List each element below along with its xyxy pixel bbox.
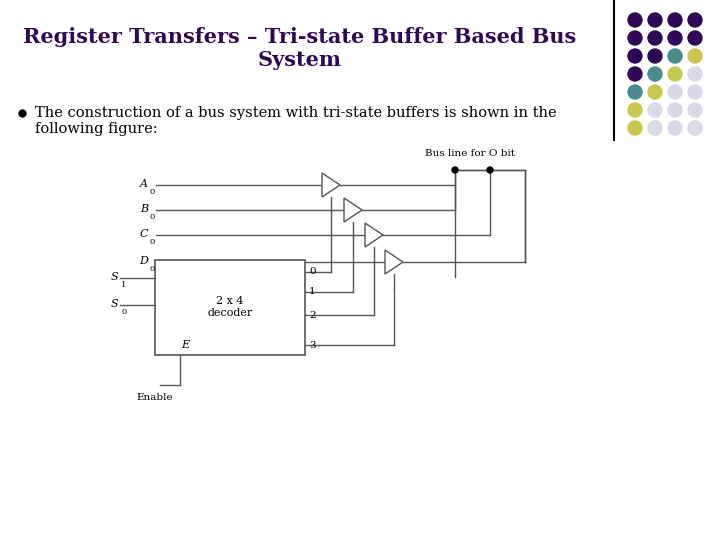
- Circle shape: [688, 85, 702, 99]
- Circle shape: [648, 103, 662, 117]
- Text: Register Transfers – Tri-state Buffer Based Bus: Register Transfers – Tri-state Buffer Ba…: [23, 27, 577, 47]
- Text: 0: 0: [149, 238, 154, 246]
- Circle shape: [668, 31, 682, 45]
- Circle shape: [688, 31, 702, 45]
- Circle shape: [668, 121, 682, 135]
- Circle shape: [688, 67, 702, 81]
- Bar: [155, 260, 305, 355]
- Text: E: E: [181, 340, 189, 350]
- Circle shape: [668, 49, 682, 63]
- Text: 0: 0: [309, 267, 315, 276]
- Circle shape: [668, 13, 682, 27]
- Circle shape: [628, 31, 642, 45]
- Text: The construction of a bus system with tri-state buffers is shown in the: The construction of a bus system with tr…: [35, 106, 557, 120]
- Circle shape: [688, 13, 702, 27]
- Text: S: S: [110, 299, 118, 309]
- Circle shape: [628, 13, 642, 27]
- Circle shape: [648, 67, 662, 81]
- Text: 0: 0: [149, 213, 154, 221]
- Text: A: A: [140, 179, 148, 189]
- Polygon shape: [365, 223, 383, 247]
- Text: 1: 1: [309, 287, 315, 296]
- Text: 1: 1: [121, 281, 127, 289]
- Circle shape: [688, 49, 702, 63]
- Text: System: System: [258, 50, 342, 70]
- Circle shape: [648, 13, 662, 27]
- Circle shape: [648, 49, 662, 63]
- Circle shape: [487, 167, 493, 173]
- Text: 0: 0: [149, 188, 154, 196]
- Circle shape: [668, 103, 682, 117]
- Circle shape: [648, 121, 662, 135]
- Text: 0: 0: [149, 265, 154, 273]
- Circle shape: [628, 121, 642, 135]
- Text: B: B: [140, 204, 148, 214]
- Polygon shape: [344, 198, 362, 222]
- Circle shape: [668, 85, 682, 99]
- Text: 0: 0: [121, 308, 126, 316]
- Circle shape: [688, 121, 702, 135]
- Circle shape: [628, 103, 642, 117]
- Text: Bus line for O bit: Bus line for O bit: [425, 149, 515, 158]
- Circle shape: [648, 31, 662, 45]
- Circle shape: [688, 103, 702, 117]
- Text: 3: 3: [309, 341, 315, 349]
- Circle shape: [628, 49, 642, 63]
- Circle shape: [628, 85, 642, 99]
- Text: 2: 2: [309, 310, 315, 320]
- Text: following figure:: following figure:: [35, 122, 158, 136]
- Text: D: D: [139, 256, 148, 266]
- Circle shape: [628, 67, 642, 81]
- Text: decoder: decoder: [207, 308, 253, 319]
- Circle shape: [452, 167, 458, 173]
- Polygon shape: [385, 250, 403, 274]
- Text: C: C: [140, 229, 148, 239]
- Polygon shape: [322, 173, 340, 197]
- Circle shape: [668, 67, 682, 81]
- Text: Enable: Enable: [137, 393, 174, 402]
- Text: S: S: [110, 272, 118, 282]
- Circle shape: [648, 85, 662, 99]
- Text: 2 x 4: 2 x 4: [216, 296, 244, 307]
